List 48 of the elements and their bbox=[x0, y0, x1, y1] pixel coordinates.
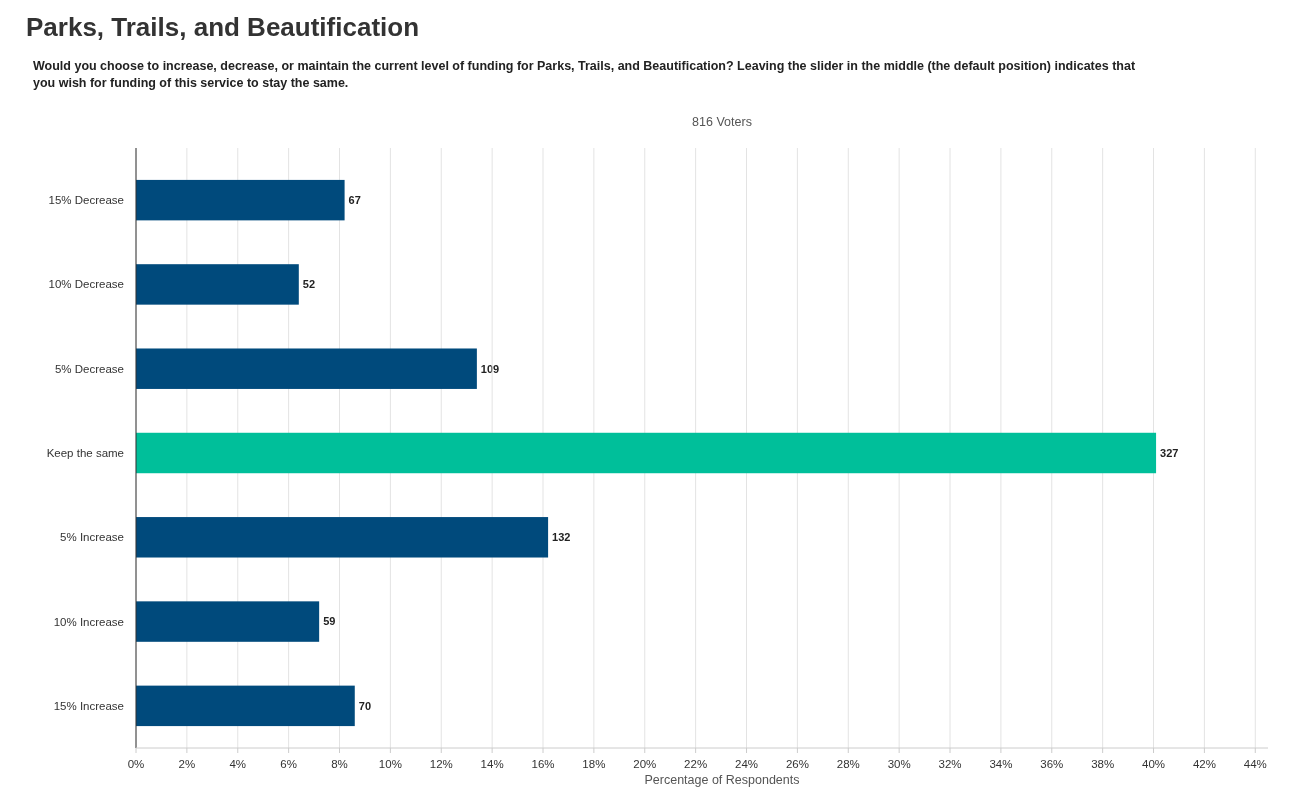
x-tick-label: 38% bbox=[1091, 758, 1115, 770]
x-tick-label: 42% bbox=[1192, 758, 1216, 770]
x-axis-title: Percentage of Respondents bbox=[644, 773, 800, 787]
bar bbox=[136, 685, 355, 727]
annotation: 52 bbox=[302, 278, 316, 291]
x-tick-label: 8% bbox=[331, 758, 348, 770]
chart-title: Parks, Trails, and Beautification bbox=[26, 12, 420, 42]
x-tick-label: 14% bbox=[480, 758, 504, 770]
y-tick-label: Keep the same bbox=[46, 447, 124, 460]
x-tick-label: 28% bbox=[836, 758, 860, 770]
annotation: 109 bbox=[480, 362, 500, 375]
x-tick-label: 26% bbox=[785, 758, 809, 770]
x-tick-label: 24% bbox=[735, 758, 759, 770]
x-tick-label: 30% bbox=[887, 758, 911, 770]
x-tick-label: 4% bbox=[229, 758, 247, 770]
x-tick-label: 16% bbox=[531, 758, 555, 770]
annotation: 70 bbox=[358, 699, 372, 712]
x-tick-label: 20% bbox=[633, 758, 657, 770]
y-tick-label: 5% Decrease bbox=[54, 362, 124, 375]
x-tick-label: 6% bbox=[280, 758, 297, 770]
x-tick-label: 10% bbox=[378, 758, 402, 770]
x-tick-label: 12% bbox=[429, 758, 453, 770]
annotation: 59 bbox=[323, 615, 336, 628]
y-tick-label: 5% Increase bbox=[60, 531, 124, 544]
chart-subtitle: Would you choose to increase, decrease, or maintain the current level of funding for Parks, Trails, and Beautification? Leaving the slider in the middle (the default position) indicates that you wish for funding of this service to stay the same. bbox=[33, 59, 1136, 90]
bar bbox=[136, 432, 1157, 474]
y-tick-label: 10% Increase bbox=[53, 615, 124, 628]
bar bbox=[136, 517, 549, 558]
bar bbox=[136, 348, 477, 389]
annotation: 132 bbox=[552, 531, 571, 544]
x-tick-label: 40% bbox=[1142, 758, 1166, 770]
x-tick-label: 34% bbox=[989, 758, 1013, 770]
y-tick-label: 10% Decrease bbox=[48, 278, 124, 291]
x-tick-label: 0% bbox=[127, 758, 145, 770]
x-tick-label: 44% bbox=[1243, 758, 1267, 770]
y-tick-label: 15% Increase bbox=[53, 699, 124, 712]
y-tick-label: 15% Decrease bbox=[48, 194, 124, 207]
text: 816 Voters bbox=[692, 115, 752, 129]
bar bbox=[136, 601, 320, 642]
x-tick-label: 2% bbox=[178, 758, 196, 770]
x-tick-label: 22% bbox=[684, 758, 708, 770]
annotation: 327 bbox=[1160, 446, 1179, 459]
x-tick-label: 32% bbox=[938, 758, 962, 770]
bar bbox=[136, 264, 299, 305]
x-tick-label: 18% bbox=[582, 758, 606, 770]
bar bbox=[136, 179, 345, 221]
x-tick-label: 36% bbox=[1040, 758, 1064, 770]
annotation: 67 bbox=[348, 193, 361, 206]
